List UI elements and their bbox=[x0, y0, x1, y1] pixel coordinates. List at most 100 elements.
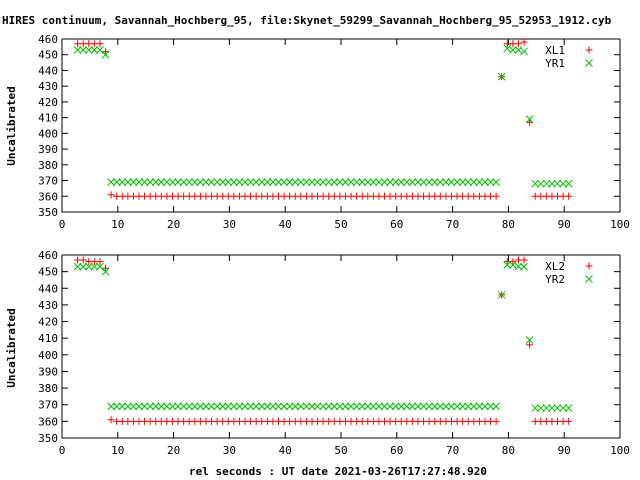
y-tick-label: 370 bbox=[38, 399, 58, 412]
data-point-yr2 bbox=[380, 402, 389, 411]
data-point-yr1 bbox=[481, 178, 489, 186]
data-point-yr2 bbox=[73, 262, 82, 271]
data-point-yr1 bbox=[363, 178, 372, 186]
data-point-yr1 bbox=[542, 179, 551, 188]
data-point-yr1 bbox=[397, 178, 406, 186]
data-point-yr1 bbox=[224, 178, 233, 186]
data-point-yr1 bbox=[414, 178, 422, 186]
data-point-yr2 bbox=[408, 402, 417, 411]
x-tick-label: 0 bbox=[59, 444, 66, 457]
data-point-yr1 bbox=[174, 178, 182, 186]
data-point-yr1 bbox=[285, 178, 294, 186]
data-point-yr2 bbox=[375, 402, 383, 411]
plot-frame bbox=[61, 254, 621, 439]
data-point-yr1 bbox=[503, 44, 512, 53]
data-point-yr2 bbox=[252, 402, 261, 411]
data-point-yr1 bbox=[436, 178, 445, 186]
data-point-yr2 bbox=[230, 402, 238, 411]
x-tick-label: 10 bbox=[111, 444, 124, 457]
data-point-xl2 bbox=[526, 341, 534, 349]
data-point-yr1 bbox=[347, 178, 355, 186]
y-tick-label: 370 bbox=[38, 175, 58, 188]
data-point-xl1 bbox=[96, 40, 104, 48]
data-point-yr2 bbox=[213, 402, 221, 411]
data-point-xl1 bbox=[565, 192, 573, 200]
data-point-yr1 bbox=[486, 178, 495, 186]
data-point-yr2 bbox=[296, 402, 305, 411]
data-point-yr1 bbox=[525, 115, 534, 124]
data-point-yr2 bbox=[202, 402, 210, 411]
data-point-xl2 bbox=[102, 264, 110, 272]
y-tick-label: 440 bbox=[38, 282, 58, 295]
data-point-xl2 bbox=[520, 256, 528, 264]
y-tick-label: 430 bbox=[38, 80, 58, 93]
y-tick-label: 440 bbox=[38, 64, 58, 77]
data-point-yr2 bbox=[174, 402, 182, 411]
data-point-yr1 bbox=[391, 178, 400, 186]
x-axis-label: rel seconds : UT date 2021-03-26T17:27:4… bbox=[189, 465, 487, 478]
legend-marker-xl1 bbox=[585, 46, 593, 54]
data-point-yr1 bbox=[375, 178, 383, 186]
data-point-xl1 bbox=[526, 118, 534, 126]
data-point-yr1 bbox=[447, 178, 456, 186]
data-point-yr1 bbox=[548, 179, 556, 188]
x-tick-label: 100 bbox=[610, 218, 630, 231]
data-point-yr2 bbox=[481, 402, 489, 411]
legend-label: YR2 bbox=[545, 273, 565, 286]
data-point-yr1 bbox=[107, 178, 115, 186]
data-point-xl2 bbox=[565, 417, 573, 425]
legend-marker-xl2 bbox=[585, 262, 593, 270]
data-point-yr2 bbox=[430, 402, 439, 411]
x-tick-label: 70 bbox=[446, 444, 459, 457]
data-point-xl1 bbox=[107, 191, 115, 199]
data-point-yr1 bbox=[123, 178, 132, 186]
y-axis-label: Uncalibrated bbox=[5, 86, 18, 165]
data-point-yr1 bbox=[257, 178, 266, 186]
data-point-yr2 bbox=[536, 404, 545, 412]
y-tick-label: 420 bbox=[38, 96, 58, 109]
y-tick-label: 390 bbox=[38, 365, 58, 378]
data-point-yr2 bbox=[185, 402, 194, 411]
data-point-yr1 bbox=[469, 178, 478, 186]
data-point-yr1 bbox=[202, 178, 210, 186]
data-point-yr2 bbox=[79, 262, 88, 271]
data-point-yr1 bbox=[564, 179, 573, 188]
data-point-yr1 bbox=[280, 178, 288, 186]
y-tick-label: 380 bbox=[38, 382, 58, 395]
data-point-yr2 bbox=[151, 402, 160, 411]
data-point-yr1 bbox=[296, 178, 305, 186]
data-point-yr2 bbox=[129, 402, 138, 411]
data-point-yr2 bbox=[157, 402, 166, 411]
data-point-yr2 bbox=[425, 402, 434, 411]
chart-title: HIRES continuum, Savannah_Hochberg_95, f… bbox=[2, 14, 612, 27]
data-point-yr2 bbox=[559, 404, 567, 412]
data-point-yr1 bbox=[291, 178, 300, 186]
data-point-yr2 bbox=[123, 402, 132, 411]
data-point-yr2 bbox=[469, 402, 478, 411]
data-point-yr1 bbox=[207, 178, 216, 186]
data-point-xl2 bbox=[96, 258, 104, 266]
data-point-yr2 bbox=[391, 402, 400, 411]
data-point-yr2 bbox=[402, 402, 411, 411]
data-point-xl2 bbox=[107, 416, 115, 424]
legend-marker-yr2 bbox=[585, 275, 593, 283]
data-point-yr1 bbox=[151, 178, 160, 186]
data-point-yr2 bbox=[84, 262, 93, 271]
data-point-yr2 bbox=[101, 267, 110, 276]
data-point-yr1 bbox=[442, 178, 450, 186]
data-point-yr2 bbox=[531, 404, 540, 412]
data-point-yr2 bbox=[257, 402, 266, 411]
data-point-yr1 bbox=[336, 178, 344, 186]
data-point-yr1 bbox=[129, 178, 138, 186]
legend-label: YR1 bbox=[545, 57, 565, 70]
data-point-xl1 bbox=[102, 48, 110, 56]
data-point-yr1 bbox=[73, 46, 82, 54]
data-point-yr2 bbox=[274, 402, 283, 411]
data-point-yr1 bbox=[352, 178, 361, 186]
y-tick-label: 450 bbox=[38, 266, 58, 279]
x-tick-label: 60 bbox=[390, 444, 403, 457]
data-point-yr2 bbox=[458, 402, 467, 411]
legend-marker-yr1 bbox=[585, 59, 593, 67]
data-point-yr1 bbox=[190, 178, 199, 186]
data-point-yr1 bbox=[96, 46, 104, 54]
